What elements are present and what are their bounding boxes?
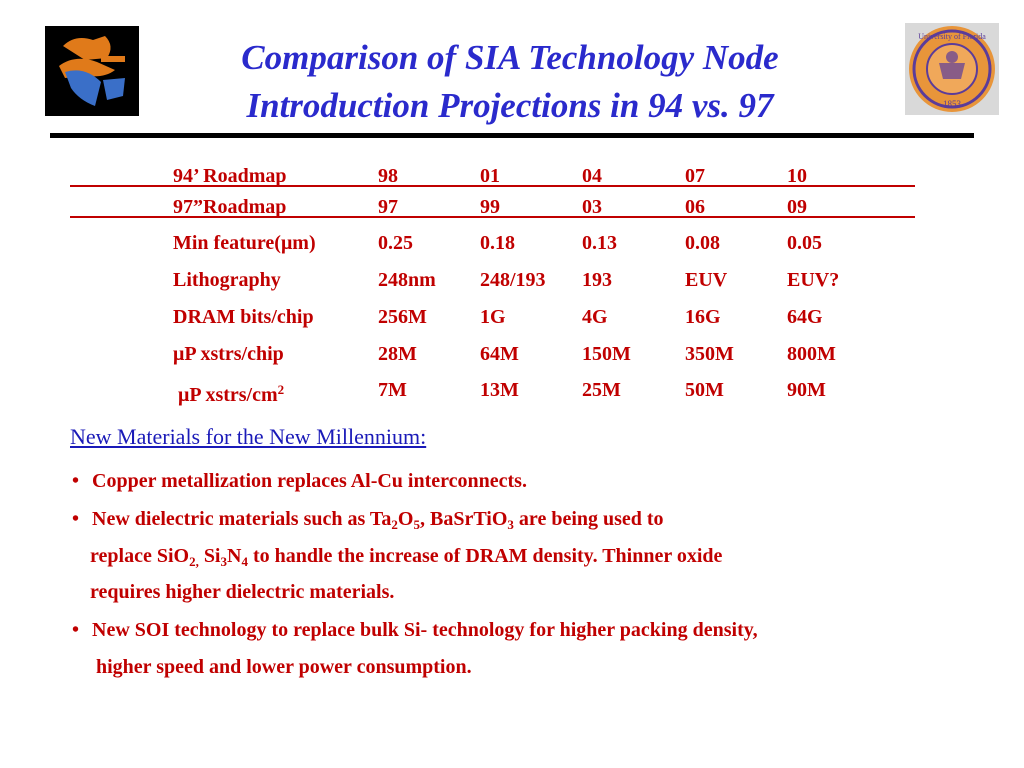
- table-cell: 193: [582, 269, 612, 291]
- bullet-soi-line-2: higher speed and lower power consumption…: [96, 656, 472, 678]
- bullet-dielectric-line-3: requires higher dielectric materials.: [90, 581, 395, 603]
- bullet-soi: • New SOI technology to replace bulk Si-…: [72, 615, 758, 645]
- table-cell: 1G: [480, 306, 506, 328]
- bullet-dielectric: • New dielectric materials such as Ta2O5…: [72, 504, 664, 540]
- row-label: 94’ Roadmap: [173, 165, 287, 187]
- bullet-copper: • Copper metallization replaces Al-Cu in…: [72, 466, 527, 496]
- table-cell: 28M: [378, 343, 417, 365]
- seal-text-top: University of Florida: [918, 32, 986, 41]
- table-cell: 13M: [480, 379, 519, 401]
- table-cell: 0.05: [787, 232, 822, 254]
- table-cell: 7M: [378, 379, 407, 401]
- row-label: Min feature(μm): [173, 232, 316, 254]
- table-cell: 248nm: [378, 269, 436, 291]
- table-cell: 99: [480, 196, 500, 218]
- row-label: 97”Roadmap: [173, 196, 287, 218]
- table-cell: 97: [378, 196, 398, 218]
- table-cell: 25M: [582, 379, 621, 401]
- table-cell: EUV?: [787, 269, 840, 291]
- table-cell: 90M: [787, 379, 826, 401]
- table-cell: 07: [685, 165, 705, 187]
- title-line-1: Comparison of SIA Technology Node: [241, 38, 779, 77]
- row-label: μP xstrs/cm2: [178, 382, 285, 406]
- section-heading: New Materials for the New Millennium:: [70, 424, 427, 449]
- table-cell: 04: [582, 165, 602, 187]
- table-cell: 09: [787, 196, 807, 218]
- row-label: Lithography: [173, 269, 281, 291]
- bullet-text: New dielectric materials such as Ta2O5, …: [92, 508, 664, 532]
- table-cell: 248/193: [480, 269, 546, 291]
- table-cell: 03: [582, 196, 602, 218]
- table-cell: 4G: [582, 306, 608, 328]
- table-cell: 01: [480, 165, 500, 187]
- table-cell: 0.13: [582, 232, 617, 254]
- table-cell: 256M: [378, 306, 427, 328]
- table-cell: 0.18: [480, 232, 515, 254]
- table-cell: 350M: [685, 343, 734, 365]
- bullet-dielectric-line-2: replace SiO2, Si3N4 to handle the increa…: [90, 545, 723, 569]
- table-cell: 800M: [787, 343, 836, 365]
- university-of-florida-seal: University of Florida 1853: [905, 23, 999, 115]
- table-cell: 0.08: [685, 232, 720, 254]
- bullet-text: New SOI technology to replace bulk Si- t…: [92, 619, 758, 641]
- table-cell: 10: [787, 165, 807, 187]
- row-underline: [70, 216, 915, 218]
- table-cell: 98: [378, 165, 398, 187]
- row-underline: [70, 185, 915, 187]
- table-cell: 64M: [480, 343, 519, 365]
- bullet-dot: •: [72, 508, 80, 530]
- row-label: μP xstrs/chip: [173, 343, 284, 365]
- page-title: Comparison of SIA Technology Node Introd…: [150, 34, 870, 130]
- title-divider: [50, 133, 974, 138]
- seal-text-bottom: 1853: [943, 99, 962, 109]
- table-cell: 64G: [787, 306, 823, 328]
- table-cell: 50M: [685, 379, 724, 401]
- bullet-text: Copper metallization replaces Al-Cu inte…: [92, 470, 527, 492]
- table-cell: 0.25: [378, 232, 413, 254]
- table-cell: 16G: [685, 306, 721, 328]
- gator-florida-logo: [45, 26, 139, 116]
- bullet-dot: •: [72, 619, 80, 641]
- table-cell: 150M: [582, 343, 631, 365]
- bullet-dot: •: [72, 470, 80, 492]
- title-line-2: Introduction Projections in 94 vs. 97: [246, 86, 774, 125]
- table-cell: EUV: [685, 269, 728, 291]
- row-label: DRAM bits/chip: [173, 306, 314, 328]
- table-cell: 06: [685, 196, 705, 218]
